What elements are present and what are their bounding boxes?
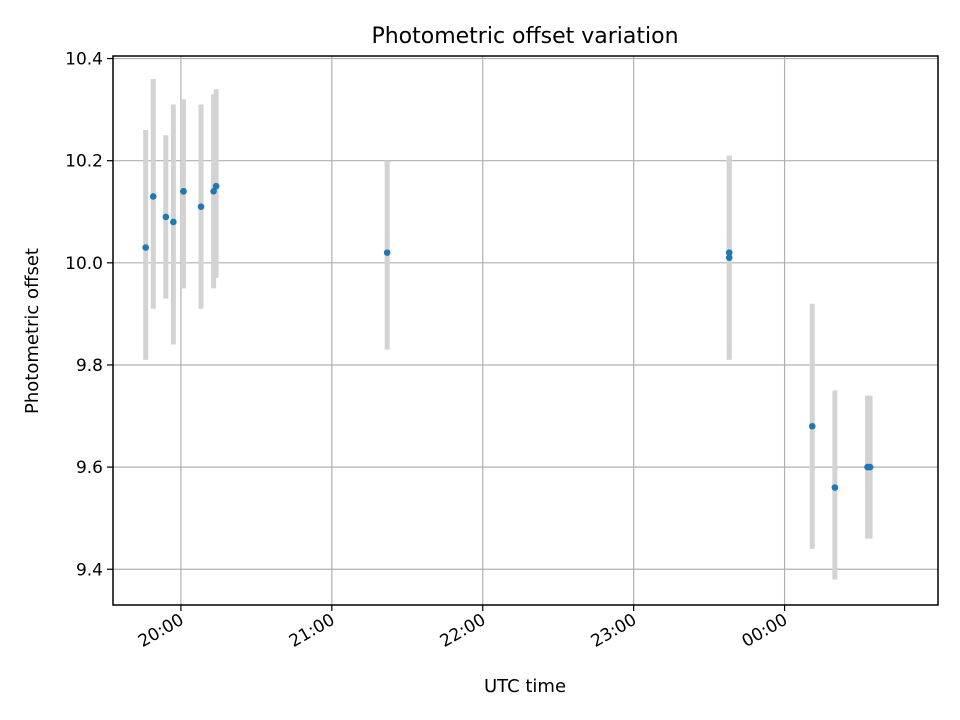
y-tick-label: 10.0	[65, 254, 103, 274]
data-point	[180, 188, 187, 195]
error-bars	[143, 78, 873, 580]
x-tick-label: 20:00	[135, 610, 187, 652]
data-points	[142, 182, 874, 491]
grid	[113, 56, 938, 605]
data-point	[383, 249, 391, 256]
data-point	[162, 213, 170, 221]
data-point	[210, 188, 217, 195]
data-point	[725, 254, 733, 262]
y-tick-label: 9.8	[76, 356, 103, 376]
plot-frame	[112, 55, 939, 606]
data-point	[808, 422, 816, 430]
y-tick-label: 10.2	[65, 152, 103, 172]
y-tick-label: 9.4	[76, 560, 103, 580]
data-point	[170, 218, 177, 226]
data-point	[725, 249, 733, 256]
x-tick-label: 23:00	[588, 610, 640, 652]
data-point	[149, 193, 157, 200]
x-tick-label: 00:00	[739, 610, 791, 652]
y-tick-label: 9.6	[76, 458, 103, 478]
data-point	[831, 484, 839, 491]
x-axis-label: UTC time	[484, 676, 566, 697]
y-tick-label: 10.4	[65, 50, 103, 70]
x-tick-label: 21:00	[286, 610, 338, 652]
data-point	[866, 463, 874, 471]
chart-title: Photometric offset variation	[371, 24, 678, 49]
x-tick-label: 22:00	[437, 610, 489, 652]
y-axis-label: Photometric offset	[22, 248, 43, 414]
data-point	[212, 182, 220, 190]
data-point	[142, 244, 149, 251]
data-point	[197, 203, 205, 210]
